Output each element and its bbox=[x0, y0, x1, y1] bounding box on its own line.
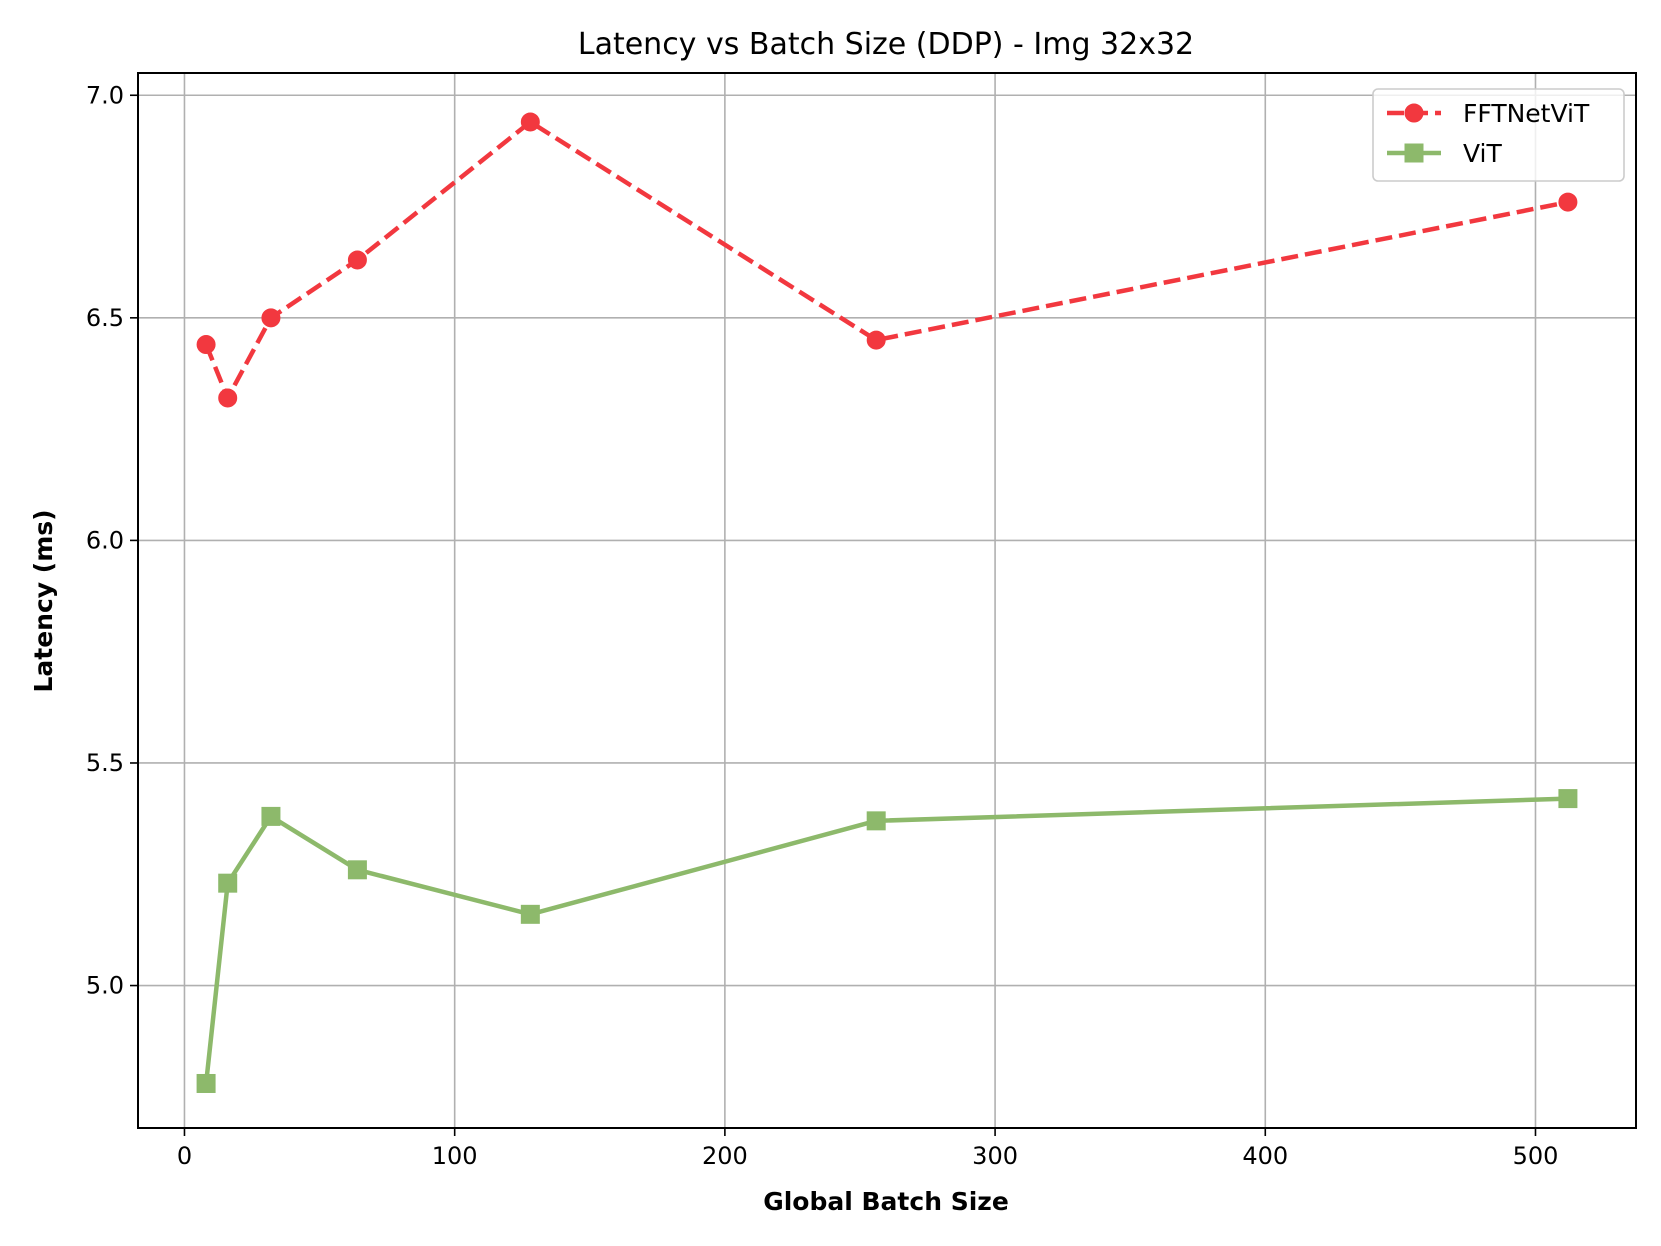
data-point bbox=[866, 330, 886, 350]
chart-title: Latency vs Batch Size (DDP) - Img 32x32 bbox=[578, 27, 1194, 62]
grid bbox=[138, 73, 1636, 1128]
data-point bbox=[196, 1073, 216, 1093]
data-point bbox=[1558, 192, 1578, 212]
data-point bbox=[520, 112, 540, 132]
data-point bbox=[261, 806, 281, 826]
x-tick-label: 400 bbox=[1242, 1142, 1288, 1170]
y-tick-label: 6.5 bbox=[86, 304, 124, 332]
data-point bbox=[347, 860, 367, 880]
y-axis-label: Latency (ms) bbox=[29, 509, 58, 692]
x-axis-label: Global Batch Size bbox=[763, 1187, 1009, 1216]
series-group bbox=[196, 112, 1578, 1093]
y-tick-label: 5.0 bbox=[86, 972, 124, 1000]
y-tick-label: 5.5 bbox=[86, 749, 124, 777]
series-fftnetvit bbox=[196, 112, 1578, 408]
data-point bbox=[218, 388, 238, 408]
data-point bbox=[866, 811, 886, 831]
y-tick-label: 6.0 bbox=[86, 526, 124, 554]
data-point bbox=[1558, 789, 1578, 809]
series-vit bbox=[196, 789, 1578, 1093]
legend-item: ViT bbox=[1387, 139, 1502, 168]
legend: FFTNetViT ViT bbox=[1372, 88, 1625, 182]
legend-label: FFTNetViT bbox=[1463, 99, 1590, 128]
legend-marker bbox=[1404, 143, 1424, 163]
x-tick-label: 0 bbox=[177, 1142, 192, 1170]
x-tick-label: 200 bbox=[702, 1142, 748, 1170]
data-point bbox=[347, 250, 367, 270]
data-point bbox=[196, 335, 216, 355]
axis-ticks: 0 100 200 300 400 500 5.0 5.5 6.0 6.5 7.0 bbox=[86, 81, 1559, 1170]
y-tick-label: 7.0 bbox=[86, 81, 124, 109]
data-point bbox=[520, 904, 540, 924]
x-tick-label: 500 bbox=[1513, 1142, 1559, 1170]
legend-label: ViT bbox=[1463, 139, 1502, 168]
legend-item: FFTNetViT bbox=[1387, 99, 1590, 128]
x-tick-label: 300 bbox=[972, 1142, 1018, 1170]
legend-marker bbox=[1404, 103, 1424, 123]
data-point bbox=[218, 873, 238, 893]
plot-frame bbox=[137, 72, 1637, 1129]
data-point bbox=[261, 308, 281, 328]
x-tick-label: 100 bbox=[432, 1142, 478, 1170]
